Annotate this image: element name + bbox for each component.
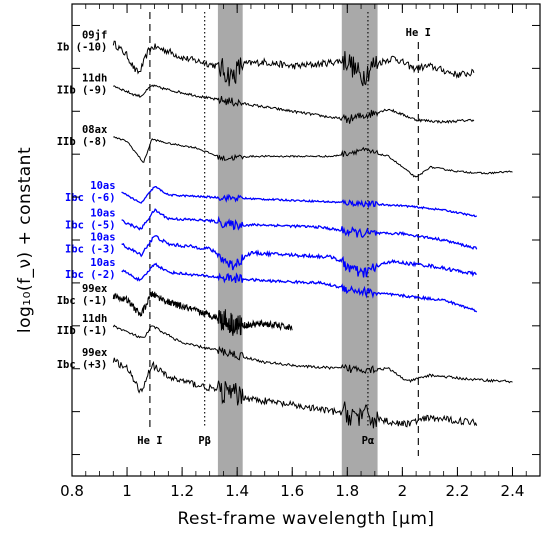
series-subtype-label-3: IIb (-8) (57, 136, 108, 148)
series-line-8 (112, 291, 293, 336)
series-subtype-label-6: Ibc (-3) (65, 243, 116, 255)
series-line-10 (112, 357, 478, 429)
series-line-4 (121, 186, 478, 218)
series-name-label-10: 99ex (82, 347, 108, 359)
reference-line-label-2: Pβ (198, 435, 211, 447)
series-name-label-8: 99ex (82, 283, 108, 295)
series-subtype-label-1: Ib (-10) (57, 42, 108, 54)
series-subtype-label-10: Ibc (+3) (57, 359, 108, 371)
series-name-label-6: 10as (90, 231, 115, 243)
axis-ticks: 0.8 1 1.2 1.4 1.6 1.8 2 2.2 2.4 (60, 4, 541, 500)
reference-line-label-3: Pα (362, 435, 375, 447)
series-subtype-label-5: Ibc (-5) (65, 220, 116, 232)
x-tick-label-4: 1.4 (225, 482, 249, 500)
series-name-label-4: 10as (90, 180, 115, 192)
series-subtype-label-7: Ibc (-2) (65, 269, 116, 281)
series-line-7 (121, 262, 478, 313)
x-tick-label-9: 2.4 (501, 482, 525, 500)
series-subtype-label-2: IIb (-9) (57, 85, 108, 97)
series-lines (112, 40, 513, 429)
series-line-2 (113, 84, 475, 124)
x-tick-label-7: 2 (398, 482, 408, 500)
x-tick-label-1: 0.8 (60, 482, 84, 500)
series-subtype-label-4: Ibc (-6) (65, 192, 116, 204)
series-line-3 (113, 136, 513, 178)
series-name-label-7: 10as (90, 257, 115, 269)
reference-line-label-1: He I (137, 435, 162, 447)
series-line-5 (121, 208, 478, 250)
x-tick-label-8: 2.2 (445, 482, 469, 500)
series-name-label-3: 08ax (82, 124, 108, 136)
series-name-label-9: 11dh (82, 313, 107, 325)
series-subtype-label-9: IIb (-1) (57, 325, 108, 337)
reference-line-label-4: He I (406, 27, 431, 39)
reference-lines (149, 12, 419, 456)
x-tick-label-5: 1.6 (280, 482, 304, 500)
series-line-9 (112, 324, 513, 384)
shaded-regions (217, 4, 378, 476)
x-axis-label: Rest-frame wavelength [μm] (177, 509, 434, 529)
x-tick-label-6: 1.8 (335, 482, 359, 500)
y-axis-label: log₁₀(f_ν) + constant (15, 147, 35, 333)
series-name-label-5: 10as (90, 208, 115, 220)
series-line-6 (121, 235, 477, 278)
shaded-region-2 (341, 4, 378, 476)
series-subtype-label-8: Ibc (-1) (57, 295, 108, 307)
x-tick-label-3: 1.2 (170, 482, 194, 500)
series-name-label-1: 09jf (82, 30, 107, 42)
series-line-1 (112, 40, 475, 87)
x-tick-label-2: 1 (122, 482, 132, 500)
series-name-label-2: 11dh (82, 73, 107, 85)
